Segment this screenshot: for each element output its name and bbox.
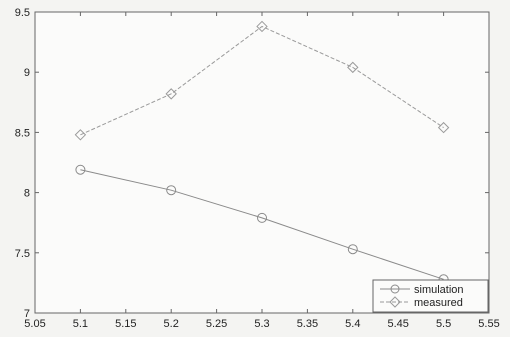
plot-area <box>34 11 490 314</box>
legend-measured-label: measured <box>414 297 463 309</box>
legend-measured-marker <box>389 296 401 308</box>
data-point-measured <box>437 121 450 134</box>
y-tick-label: 8 <box>24 188 30 200</box>
data-point-simulation <box>257 212 267 223</box>
y-tick-label: 9 <box>24 67 30 79</box>
y-axis: 7 7.5 8 8.5 9 9.5 <box>15 7 489 320</box>
data-point-simulation <box>347 244 358 255</box>
x-tick-label: 5.45 <box>387 318 408 330</box>
y-tick-label: 9.5 <box>15 7 30 19</box>
data-point-measured <box>74 129 87 141</box>
data-point-measured <box>347 61 359 74</box>
x-tick-label: 5.35 <box>297 318 318 330</box>
x-tick-label: 5.4 <box>345 318 360 330</box>
x-tick-label: 5.5 <box>436 318 451 330</box>
x-axis: 5.05 5.1 5.15 5.2 5.25 5.3 5.35 5.4 5.45 5.5 5.55 <box>24 12 500 330</box>
legend-box <box>372 279 489 313</box>
y-tick-label: 8.5 <box>15 127 30 139</box>
x-tick-label: 5.3 <box>254 318 269 330</box>
x-tick-label: 5.05 <box>24 318 45 330</box>
data-point-measured <box>256 20 268 33</box>
y-tick-label: 7.5 <box>15 248 30 260</box>
series-line-measured <box>80 25 444 136</box>
legend-simulation-marker <box>390 284 400 294</box>
x-tick-label: 5.55 <box>478 318 499 330</box>
x-tick-label: 5.25 <box>206 318 227 330</box>
data-point-simulation <box>166 185 177 196</box>
x-tick-label: 5.15 <box>115 318 136 330</box>
y-tick-label: 7 <box>24 308 30 320</box>
legend-simulation-label: simulation <box>414 284 464 296</box>
data-point-simulation <box>75 164 86 175</box>
series-line-simulation <box>80 169 444 280</box>
data-point-measured <box>165 88 177 100</box>
x-tick-label: 5.2 <box>164 318 179 330</box>
x-tick-label: 5.1 <box>73 318 88 330</box>
legend: simulation measured <box>372 279 489 313</box>
series-layer <box>74 20 450 285</box>
